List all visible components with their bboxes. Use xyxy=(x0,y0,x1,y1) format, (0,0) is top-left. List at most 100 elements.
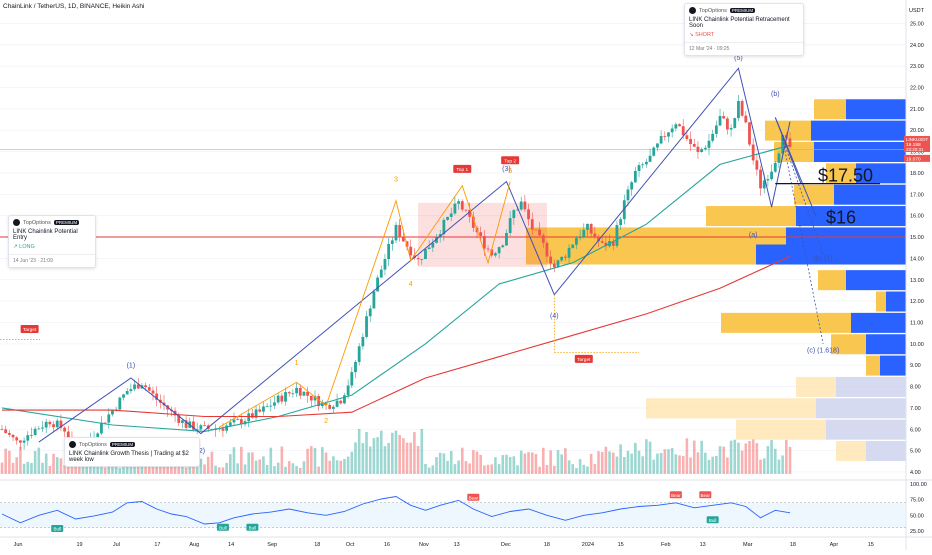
volume-bar xyxy=(136,466,140,474)
candle-body xyxy=(575,238,578,245)
vp-bar-blue-faded xyxy=(816,398,906,419)
volume-bar xyxy=(442,453,446,474)
candle-body xyxy=(453,203,457,214)
volume-bar xyxy=(659,453,663,474)
candle-body xyxy=(387,243,391,260)
volume-bar xyxy=(181,464,184,474)
candle-body xyxy=(762,180,766,189)
candle-body xyxy=(707,140,711,148)
volume-bar xyxy=(472,450,475,474)
candle-body xyxy=(652,147,656,156)
candle-body xyxy=(269,405,273,407)
time-tick-label: Feb xyxy=(661,542,670,548)
candle-body xyxy=(549,256,553,264)
volume-bar xyxy=(777,459,781,474)
idea-card-entry[interactable]: TopOptions PREMIUM LINK Chainlink Potenti… xyxy=(8,215,96,268)
volume-bar xyxy=(718,446,722,474)
vp-bar-yellow-faded xyxy=(646,398,816,419)
candle-body xyxy=(512,210,516,219)
vp-bar-yellow xyxy=(818,270,846,291)
vp-bar-blue xyxy=(856,163,906,184)
candle-body xyxy=(317,396,321,407)
candle-body xyxy=(659,136,663,144)
tag-box xyxy=(453,164,472,173)
candle-body xyxy=(287,392,291,394)
wave-label-blue: (1) xyxy=(127,362,136,369)
volume-bar xyxy=(133,460,136,474)
idea-card-retracement[interactable]: TopOptions PREMIUM LINK Chainlink Potenti… xyxy=(684,3,804,56)
tag-box xyxy=(20,325,39,334)
volume-bar xyxy=(321,447,324,474)
candle-body xyxy=(424,249,427,260)
price-tick-label: 18.00 xyxy=(910,171,924,177)
volume-bar xyxy=(372,438,376,474)
candle-body xyxy=(33,428,37,436)
candle-body xyxy=(236,419,240,420)
candle-body xyxy=(729,127,733,130)
candle-body xyxy=(630,182,634,190)
candle-body xyxy=(648,155,652,162)
volume-bar xyxy=(549,450,552,474)
card-side-long: ↗ LONG xyxy=(9,241,95,250)
projection-dashed xyxy=(782,138,824,255)
volume-bar xyxy=(0,462,4,474)
volume-bar xyxy=(578,459,582,474)
candle-body xyxy=(0,429,4,431)
time-tick-label: 18 xyxy=(790,542,796,548)
candle-body xyxy=(354,361,357,373)
wave-label-orange: 5 xyxy=(508,168,512,175)
idea-card-growth[interactable]: TopOptions PREMIUM LINK Chainlink Growth … xyxy=(64,437,200,467)
price-tick-label: 4.00 xyxy=(910,470,921,476)
candle-body xyxy=(530,219,534,230)
rsi-signal-label: Bull xyxy=(219,525,227,530)
candle-body xyxy=(96,433,100,438)
volume-bar xyxy=(457,460,460,474)
candle-body xyxy=(471,216,475,228)
vp-bar-blue xyxy=(814,141,906,162)
volume-bar xyxy=(251,452,254,474)
candle-body xyxy=(133,384,136,390)
time-tick-label: Sep xyxy=(267,542,277,548)
volume-bar xyxy=(269,447,273,474)
volume-bar xyxy=(273,466,276,474)
volume-bar xyxy=(328,460,332,474)
volume-bar xyxy=(600,451,604,474)
card-brand-name: TopOptions xyxy=(79,441,107,448)
time-tick-label: 2024 xyxy=(582,542,594,548)
candle-body xyxy=(48,421,52,425)
rsi-tick-label: 50.00 xyxy=(910,513,924,519)
candle-body xyxy=(674,124,678,129)
candle-body xyxy=(324,402,328,405)
logo-icon xyxy=(69,441,76,448)
premium-badge: PREMIUM xyxy=(109,442,136,447)
moving-average-line xyxy=(2,255,791,418)
volume-bar xyxy=(781,455,784,474)
volume-bar xyxy=(30,462,33,474)
volume-bar xyxy=(501,455,505,474)
volume-bar xyxy=(560,454,564,474)
candle-body xyxy=(538,229,542,236)
volume-bar xyxy=(494,457,497,474)
volume-bar xyxy=(240,446,243,474)
price-tick-label: 12.00 xyxy=(910,299,924,305)
vp-bar-yellow xyxy=(794,184,834,205)
card-brand: TopOptions PREMIUM xyxy=(65,438,199,448)
wave-label-blue: (c) (1.618) xyxy=(807,347,839,354)
volume-bar xyxy=(335,460,339,474)
candle-body xyxy=(181,420,184,423)
volume-bar xyxy=(483,465,486,474)
volume-bar xyxy=(48,466,52,474)
candle-body xyxy=(644,161,648,165)
rsi-signal-label: Bull xyxy=(709,518,717,523)
vp-bar-blue xyxy=(846,99,906,120)
candle-body xyxy=(689,139,692,144)
volume-bar xyxy=(715,455,718,474)
volume-bar xyxy=(438,452,442,474)
volume-bar xyxy=(8,450,11,474)
card-date: 14 Jun '23 · 21:09 xyxy=(9,254,95,267)
volume-bar xyxy=(74,460,77,474)
volume-bar xyxy=(755,443,759,474)
price-tick-label: 20.00 xyxy=(910,128,924,134)
volume-bar xyxy=(346,456,350,474)
